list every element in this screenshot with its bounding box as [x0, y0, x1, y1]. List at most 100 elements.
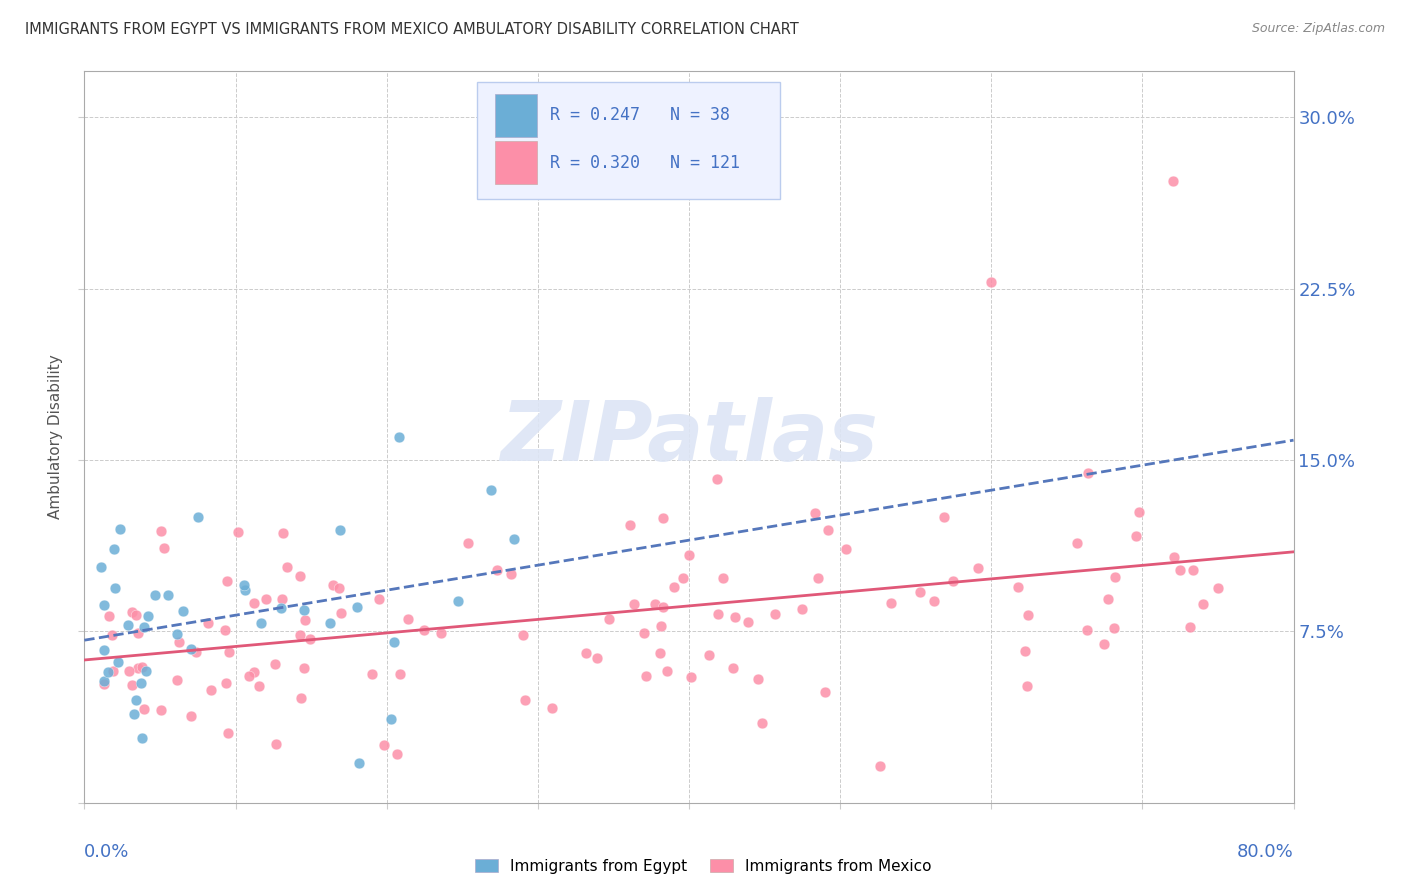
Point	[143, 588, 166, 602]
Point	[299, 632, 322, 646]
Point	[814, 685, 837, 699]
Point	[430, 626, 453, 640]
Point	[706, 472, 728, 486]
Point	[118, 664, 141, 678]
Point	[711, 571, 734, 585]
Point	[215, 574, 238, 588]
Point	[1104, 570, 1126, 584]
Point	[486, 563, 509, 577]
Point	[134, 702, 156, 716]
Point	[103, 664, 125, 678]
Point	[150, 702, 173, 716]
Point	[1014, 644, 1036, 658]
Point	[479, 483, 502, 497]
Point	[264, 657, 287, 671]
Point	[288, 569, 311, 583]
Point	[681, 670, 703, 684]
Point	[662, 580, 685, 594]
Point	[967, 561, 990, 575]
Point	[575, 646, 598, 660]
Point	[107, 655, 129, 669]
Point	[382, 635, 405, 649]
Point	[942, 574, 965, 589]
Point	[1094, 637, 1116, 651]
Point	[721, 661, 744, 675]
Point	[197, 615, 219, 630]
Point	[634, 669, 657, 683]
Point	[214, 624, 236, 638]
Point	[1125, 529, 1147, 543]
Point	[817, 524, 839, 538]
Point	[264, 737, 287, 751]
Point	[93, 674, 115, 689]
Point	[349, 756, 371, 770]
Point	[1017, 608, 1039, 623]
Point	[652, 600, 675, 615]
Point	[1015, 679, 1038, 693]
Point	[328, 581, 350, 595]
Text: R = 0.320   N = 121: R = 0.320 N = 121	[550, 153, 740, 172]
Point	[124, 707, 146, 722]
Point	[1168, 564, 1191, 578]
Point	[804, 506, 827, 520]
Point	[737, 615, 759, 629]
Point	[134, 620, 156, 634]
Text: ZIPatlas: ZIPatlas	[501, 397, 877, 477]
Point	[135, 664, 157, 678]
Point	[499, 567, 522, 582]
Point	[228, 525, 250, 540]
Point	[648, 646, 671, 660]
Point	[292, 661, 315, 675]
Point	[586, 651, 609, 665]
Point	[1161, 174, 1184, 188]
Point	[751, 716, 773, 731]
Point	[233, 583, 256, 598]
Point	[125, 693, 148, 707]
Point	[910, 585, 932, 599]
Point	[200, 682, 222, 697]
Point	[172, 604, 194, 618]
Point	[180, 641, 202, 656]
FancyBboxPatch shape	[478, 82, 780, 200]
Point	[93, 598, 115, 612]
Point	[121, 678, 143, 692]
FancyBboxPatch shape	[495, 141, 537, 185]
Point	[271, 525, 294, 540]
Point	[790, 602, 813, 616]
Point	[153, 541, 176, 555]
Point	[413, 623, 436, 637]
Point	[131, 659, 153, 673]
Point	[180, 708, 202, 723]
Point	[254, 591, 277, 606]
Point	[1163, 550, 1185, 565]
Point	[215, 676, 238, 690]
Point	[512, 628, 534, 642]
Point	[672, 571, 695, 585]
Point	[880, 596, 903, 610]
Point	[540, 701, 562, 715]
Point	[127, 625, 149, 640]
Point	[932, 510, 955, 524]
Point	[124, 607, 146, 622]
Point	[385, 747, 408, 762]
Point	[103, 541, 125, 556]
Point	[503, 533, 526, 547]
Point	[249, 679, 271, 693]
Point	[1128, 505, 1150, 519]
Point	[619, 518, 641, 533]
Point	[980, 275, 1002, 289]
Point	[136, 608, 159, 623]
Point	[388, 430, 411, 444]
Point	[167, 635, 190, 649]
Text: 80.0%: 80.0%	[1237, 843, 1294, 861]
Point	[131, 675, 153, 690]
Point	[127, 661, 149, 675]
Point	[108, 523, 131, 537]
Point	[290, 690, 312, 705]
Point	[104, 582, 127, 596]
Point	[98, 608, 121, 623]
Point	[1104, 621, 1126, 635]
Point	[166, 627, 188, 641]
Point	[513, 693, 536, 707]
Point	[1076, 623, 1098, 637]
